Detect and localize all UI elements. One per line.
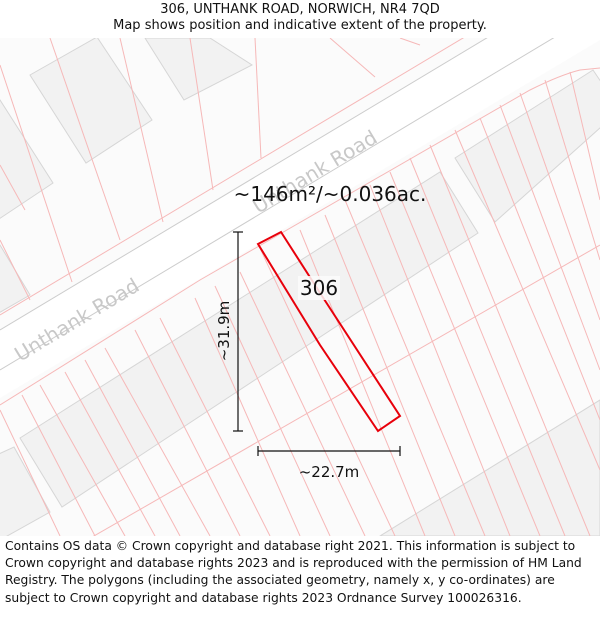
height-measure-label: ~31.9m [215,301,233,362]
property-address-title: 306, UNTHANK ROAD, NORWICH, NR4 7QD [160,2,440,17]
property-boundary[interactable] [256,230,402,433]
parcels-south [0,67,600,536]
road-edge-north [0,38,488,331]
height-dimension-line [233,231,243,432]
map-header: 306, UNTHANK ROAD, NORWICH, NR4 7QD Map … [0,0,600,38]
copyright-notice: Contains OS data © Crown copyright and d… [5,539,582,605]
width-dimension-line [257,446,401,456]
road-surface [0,38,600,398]
width-measure-label: ~22.7m [299,463,360,481]
road-edge-south [0,38,555,371]
map-subtitle: Map shows position and indicative extent… [113,18,487,33]
plot-number: 306 [300,276,338,300]
property-map[interactable]: Unthank Road Unthank Road ~146m²/~0.036a… [0,38,600,536]
parcels-north [0,38,465,316]
map-canvas: Unthank Road Unthank Road ~146m²/~0.036a… [0,38,600,536]
plot-number-background [298,276,340,300]
area-label: ~146m²/~0.036ac. [234,182,427,206]
